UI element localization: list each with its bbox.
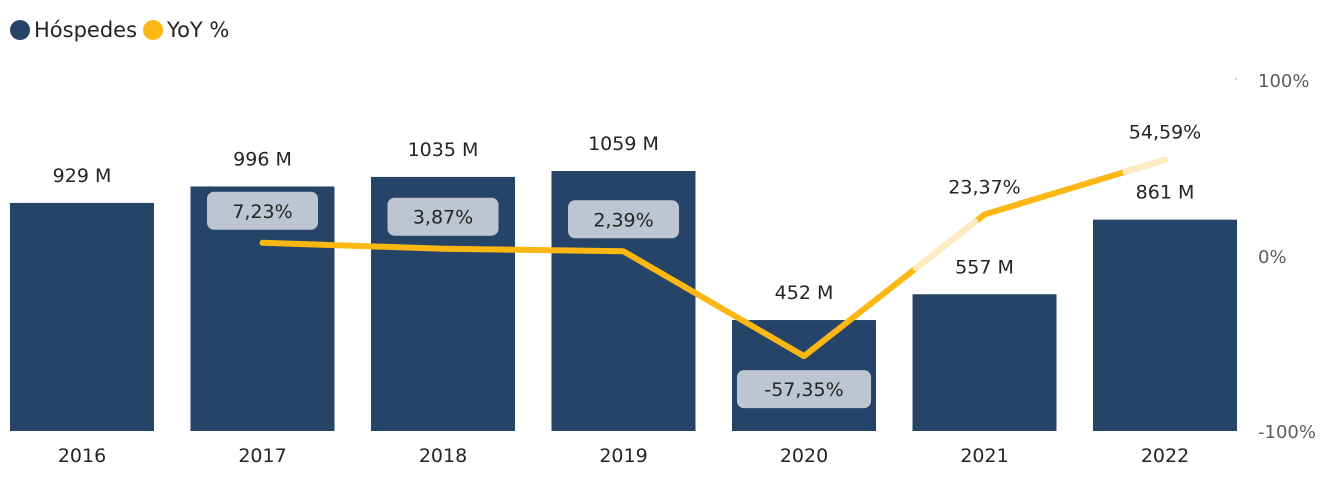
right-axis-tick-2: -100%: [1258, 422, 1316, 443]
yoy-label-box-2018: [387, 197, 499, 236]
category-label-2022: 2022: [1141, 445, 1189, 467]
yoy-label-2018: 3,87%: [413, 207, 473, 229]
bar-value-label-2017: 996 M: [233, 148, 292, 170]
chart-legend: Hóspedes YoY %: [10, 14, 229, 46]
bar-2016[interactable]: [10, 202, 154, 431]
bar-2021[interactable]: [912, 294, 1057, 431]
legend-item-bars[interactable]: Hóspedes: [10, 18, 137, 42]
axis-marker-dot: [1235, 78, 1237, 80]
legend-bars-label: Hóspedes: [34, 18, 138, 42]
right-axis-tick-0: 100%: [1258, 71, 1309, 92]
legend-line-marker: [143, 20, 164, 40]
bar-value-label-2016: 929 M: [53, 165, 112, 187]
yoy-label-box-2017: [207, 191, 318, 230]
bar-value-label-2022: 861 M: [1136, 182, 1195, 204]
bar-value-label-2019: 1059 M: [588, 133, 659, 155]
category-label-2019: 2019: [599, 445, 647, 467]
category-label-2020: 2020: [780, 445, 828, 467]
category-label-2017: 2017: [238, 445, 286, 467]
bar-value-label-2018: 1035 M: [408, 139, 479, 161]
legend-item-line[interactable]: YoY %: [143, 18, 229, 42]
yoy-line-highlight-1: [912, 218, 979, 272]
bar-value-label-2020: 452 M: [775, 282, 834, 304]
category-label-2016: 2016: [58, 445, 106, 467]
legend-bars-marker: [10, 20, 30, 40]
yoy-line: [259, 156, 1168, 360]
yoy-label-2017: 7,23%: [232, 201, 292, 223]
yoy-label-box-2019: [568, 200, 679, 239]
yoy-label-2022: 54,59%: [1129, 122, 1201, 144]
bar-value-label-2021: 557 M: [955, 256, 1014, 278]
legend-line-label: YoY %: [167, 18, 230, 42]
right-axis-tick-1: 0%: [1258, 247, 1287, 268]
yoy-line-highlight-2: [1122, 156, 1168, 175]
category-label-2021: 2021: [960, 445, 1008, 467]
yoy-label-2020: -57,35%: [764, 379, 843, 401]
yoy-label-box-2020: [737, 370, 871, 409]
category-label-2018: 2018: [419, 445, 467, 467]
yoy-label-2019: 2,39%: [593, 209, 653, 231]
bar-2022[interactable]: [1093, 219, 1237, 431]
yoy-label-2021: 23,37%: [948, 176, 1020, 198]
